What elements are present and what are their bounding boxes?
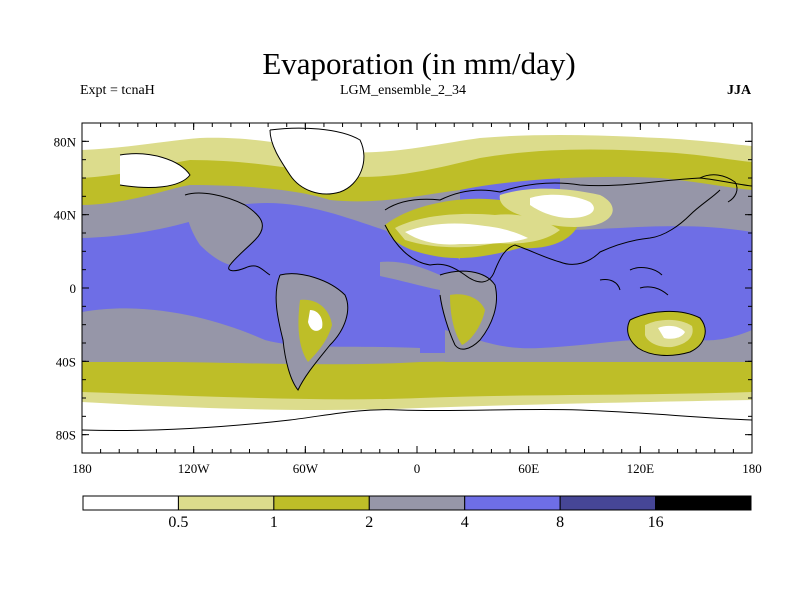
lon-tick-label-6: 180 bbox=[742, 461, 762, 476]
maritime-continent-coast bbox=[599, 267, 669, 296]
colorbar-swatch-1 bbox=[177, 495, 275, 511]
alaska-ice bbox=[120, 153, 190, 188]
run-label: LGM_ensemble_2_34 bbox=[340, 83, 466, 98]
australia-coast bbox=[627, 310, 706, 356]
south-america-coast bbox=[275, 273, 349, 391]
figure-title: Evaporation (in mm/day) bbox=[262, 46, 576, 81]
lon-tick-label-2: 60W bbox=[293, 461, 319, 476]
south-pacific-grey bbox=[82, 308, 420, 362]
colorbar-swatch-2 bbox=[273, 495, 370, 511]
alaska-coast bbox=[119, 153, 191, 189]
colorbar-swatch-5 bbox=[559, 495, 657, 511]
colorbar-level-label-2: 2 bbox=[365, 514, 373, 531]
south-america-dry bbox=[308, 310, 323, 331]
australia-interior-white bbox=[658, 325, 685, 339]
colorbar-level-label-4: 8 bbox=[556, 514, 564, 531]
colorbar-swatch-0 bbox=[82, 495, 179, 511]
north-america-land bbox=[185, 193, 263, 265]
antarctica-coast bbox=[82, 408, 752, 431]
lat-tick-label-0: 80N bbox=[54, 134, 77, 149]
coastlines bbox=[82, 127, 752, 431]
experiment-label: Expt = tcnaH bbox=[80, 83, 155, 98]
map-plot-area bbox=[82, 123, 752, 453]
axis-layer: 80N 40N 0 40S 80S 180 120W 60W 0 60E 120E 180 bbox=[54, 122, 762, 476]
arctic-field bbox=[82, 123, 752, 153]
lon-tick-label-4: 60E bbox=[518, 461, 539, 476]
lat-tick-label-2: 0 bbox=[70, 281, 77, 296]
lon-tick-label-1: 120W bbox=[178, 461, 211, 476]
lat-tick-label-4: 80S bbox=[56, 428, 76, 443]
africa-south-coast bbox=[439, 270, 497, 350]
lat-tick-label-1: 40N bbox=[54, 208, 77, 223]
colorbar-level-label-1: 1 bbox=[270, 514, 278, 531]
equatorial-atlantic-grey bbox=[380, 261, 440, 290]
kamchatka-coast bbox=[699, 174, 738, 203]
colorbar: 0.5 1 2 4 8 16 bbox=[82, 495, 752, 531]
colorbar-level-label-3: 4 bbox=[461, 514, 469, 531]
colorbar-level-label-0: 0.5 bbox=[168, 514, 188, 531]
afro-asia-south-coast bbox=[384, 189, 721, 283]
season-label: JJA bbox=[727, 83, 752, 98]
southern-africa-yellow bbox=[450, 294, 485, 345]
central-asia-white bbox=[530, 194, 594, 218]
colorbar-level-label-5: 16 bbox=[648, 514, 664, 531]
colorbar-swatch-4 bbox=[464, 495, 561, 511]
colorbar-swatch-6 bbox=[655, 495, 752, 511]
lon-tick-label-5: 120E bbox=[627, 461, 655, 476]
lon-tick-label-0: 180 bbox=[72, 461, 92, 476]
north-america-coast bbox=[184, 192, 271, 276]
lat-tick-label-3: 40S bbox=[56, 354, 76, 369]
lon-tick-label-3: 0 bbox=[414, 461, 421, 476]
antarctic-field bbox=[82, 400, 752, 453]
south-america-yellow bbox=[298, 299, 332, 362]
greenland-ice bbox=[270, 128, 364, 195]
greenland-coast bbox=[269, 127, 365, 195]
sahara-desert-white bbox=[405, 223, 528, 245]
colorbar-swatch-3 bbox=[368, 495, 466, 511]
